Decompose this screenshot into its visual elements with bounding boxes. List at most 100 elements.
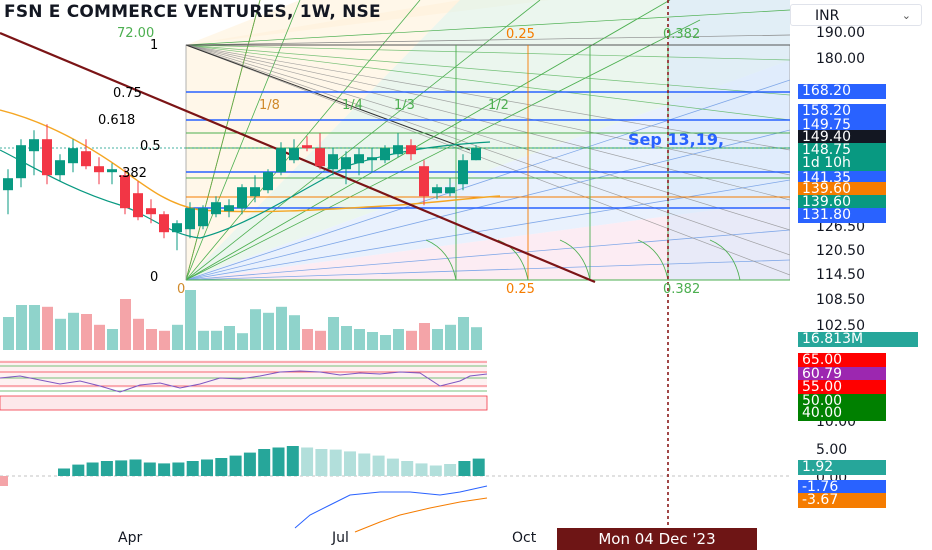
gann-fan-label: 1/3 <box>394 98 415 113</box>
volume-bar <box>406 330 417 350</box>
histogram-bar <box>358 453 371 476</box>
fan-line <box>185 0 421 281</box>
volume-bar <box>341 326 352 350</box>
candle-body <box>250 187 260 197</box>
price-scale[interactable]: INR ⌄ 190.00 180.00 126.50 120.50 114.50… <box>790 0 932 550</box>
histogram-bar <box>186 461 199 476</box>
fan-zone <box>186 200 790 280</box>
histogram-bar <box>243 452 256 476</box>
signal-line <box>354 497 488 533</box>
candle-body <box>55 160 65 176</box>
candle-body <box>289 148 299 161</box>
price-tag: 55.00 <box>798 380 886 395</box>
time-axis-label: Oct <box>512 530 537 546</box>
price-tick: 120.50 <box>816 243 865 259</box>
volume-bar <box>55 318 66 350</box>
candle-body <box>146 208 156 215</box>
fan-line <box>185 44 790 201</box>
candle-body <box>107 169 117 173</box>
fan-line <box>185 259 790 281</box>
volume-bar <box>471 327 482 350</box>
histogram-bar <box>386 458 399 476</box>
time-fib-label: 0.382 <box>663 27 701 42</box>
volume-bar <box>185 290 196 350</box>
histogram-bar <box>301 447 314 476</box>
price-tick: 190.00 <box>816 25 865 41</box>
fib-level-label: 0.618 <box>98 113 136 128</box>
time-fib-label: 0.25 <box>506 282 535 297</box>
fan-line <box>185 229 790 281</box>
candle-body <box>68 148 78 164</box>
volume-bar <box>458 317 469 350</box>
fan-line <box>185 0 541 281</box>
histogram-bar <box>129 459 142 476</box>
currency-label: INR <box>815 8 840 24</box>
histogram-bar <box>72 464 85 476</box>
fan-line <box>185 44 790 61</box>
price-tag: 139.60 <box>798 182 886 197</box>
volume-bar <box>263 312 274 350</box>
candle-body <box>406 145 416 155</box>
price-tag: 65.00 <box>798 353 886 368</box>
histogram-bar <box>472 458 485 476</box>
candle-body <box>94 166 104 173</box>
histogram-bar <box>429 465 442 476</box>
candle-body <box>172 223 182 233</box>
price-tick: 102.50 <box>816 318 865 334</box>
chart-area[interactable]: FSN E COMMERCE VENTURES, 1W, NSE 72.00 1… <box>0 0 790 550</box>
price-tag: 1d 10h <box>798 156 886 171</box>
candle-body <box>211 202 221 215</box>
price-chart-canvas[interactable] <box>0 0 790 550</box>
price-tick: 180.00 <box>816 51 865 67</box>
price-tag: 168.20 <box>798 84 886 99</box>
histogram-bar <box>329 449 342 476</box>
currency-selector[interactable]: INR ⌄ <box>790 4 922 26</box>
volume-bar <box>432 329 443 350</box>
crosshair-date-label: Mon 04 Dec '23 <box>557 528 757 550</box>
volume-bar <box>81 314 92 350</box>
volume-bar <box>328 317 339 350</box>
volume-bar <box>42 306 53 350</box>
price-tag: 149.40 <box>798 130 886 145</box>
candle-body <box>237 187 247 209</box>
candle-body <box>3 178 13 191</box>
time-fib-arc <box>559 239 591 281</box>
volume-bar <box>367 332 378 350</box>
price-tag: 131.80 <box>798 208 886 223</box>
candle-body <box>302 145 312 149</box>
volume-bar <box>380 335 391 350</box>
macd-line <box>294 485 488 529</box>
histogram-bar <box>444 464 457 476</box>
volume-bar <box>159 330 170 350</box>
candle-body <box>419 166 429 197</box>
price-tick: 108.50 <box>816 292 865 308</box>
candle-body <box>185 208 195 230</box>
rsi-band <box>0 360 487 388</box>
fan-line <box>185 44 790 121</box>
fan-zone <box>186 0 790 280</box>
price-tag: 60.79 <box>798 367 886 382</box>
histogram-bar <box>401 461 414 476</box>
fan-line <box>185 44 790 231</box>
gann-fan-label: 1/4 <box>342 98 363 113</box>
date-annotation: Sep 13,19, <box>628 130 725 149</box>
histogram-bar <box>58 468 70 476</box>
price-tag: 148.75 <box>798 143 886 158</box>
volume-bar <box>211 330 222 350</box>
candle-body <box>341 157 351 170</box>
histogram-bar <box>158 463 171 476</box>
histogram-bar <box>201 459 213 476</box>
time-fib-arc <box>425 239 457 281</box>
candle-body <box>380 148 390 161</box>
volume-bar <box>3 317 14 350</box>
gann-fan-label: 1/2 <box>488 98 509 113</box>
fan-line <box>185 79 790 281</box>
price-tag: 158.20 <box>798 104 886 119</box>
fib-level-label: 0 <box>150 270 159 285</box>
candle-body <box>458 160 468 185</box>
volume-bar <box>120 299 131 350</box>
histogram-bar <box>258 449 271 476</box>
fan-zone <box>186 60 790 280</box>
candle-body <box>159 214 169 233</box>
time-fib-label: 0.382 <box>663 282 701 297</box>
